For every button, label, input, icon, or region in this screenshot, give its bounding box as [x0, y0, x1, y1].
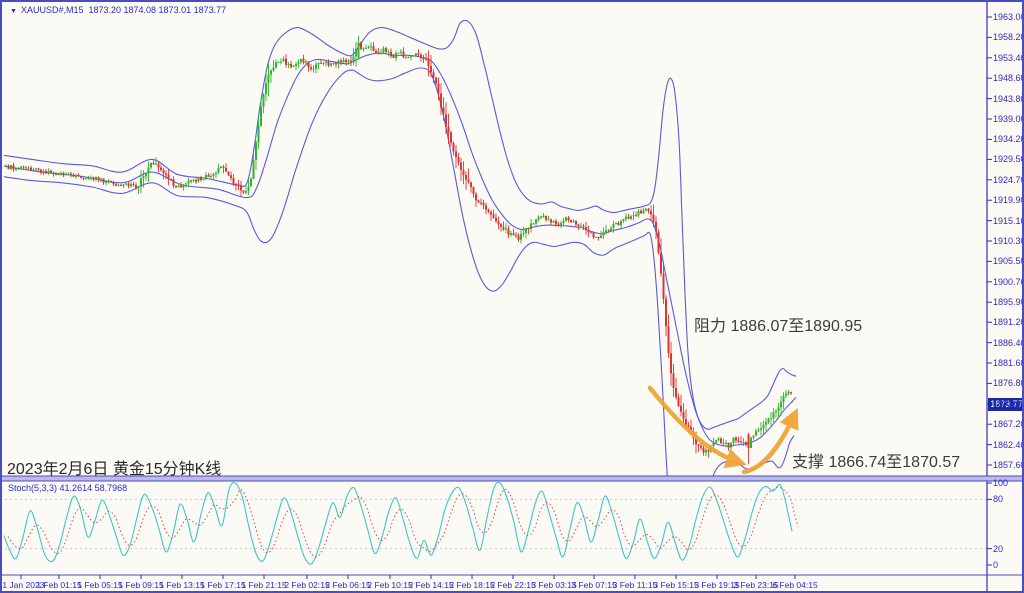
chart-title: ▼ XAUUSD#,M15 1873.20 1874.08 1873.01 187…	[10, 5, 226, 15]
price-axis-label: 1876.80	[993, 378, 1024, 389]
candles-group	[5, 35, 792, 465]
price-axis-label: 1929.50	[993, 154, 1024, 165]
price-axis-label: 1910.30	[993, 236, 1024, 246]
price-axis-label: 1900.70	[993, 276, 1024, 287]
time-axis-label: 1 Feb 13:15	[159, 580, 205, 590]
stoch-values: 41.2614 58.7968	[59, 483, 128, 493]
stoch-scale-label: 100	[993, 478, 1009, 488]
time-axis-label: 1 Feb 09:15	[118, 580, 164, 590]
price-axis-label: 1895.90	[993, 297, 1024, 308]
time-axis-label: 1 Feb 17:15	[200, 580, 246, 590]
time-axis-label: 31 Jan 2023	[0, 580, 45, 590]
trend-arrow-down[interactable]	[647, 385, 747, 469]
stoch-scale-label: 0	[993, 560, 999, 570]
annotation-support[interactable]: 支撑 1866.74至1870.57	[792, 454, 961, 471]
price-axis-label: 1919.90	[993, 195, 1024, 206]
price-axis-label: 1948.60	[993, 73, 1024, 84]
time-axis-label: 1 Feb 05:15	[77, 580, 123, 590]
price-axis-label: 1862.40	[993, 439, 1024, 450]
price-axis-label: 1963.00	[993, 12, 1024, 22]
price-axis-label: 1939.00	[993, 114, 1024, 124]
time-axis-label: 3 Feb 03:15	[531, 580, 577, 590]
bollinger-upper-band	[4, 19, 797, 430]
price-axis-label: 1905.50	[993, 256, 1024, 267]
price-axis-label: 1915.10	[993, 215, 1024, 226]
price-axis-label: 1881.60	[993, 358, 1024, 368]
time-axis-label: 2 Feb 22:15	[490, 580, 536, 590]
time-axis-label: 1 Feb 01:15	[36, 580, 82, 590]
time-axis-label: 6 Feb 04:15	[772, 580, 818, 590]
stoch-name: Stoch(5,3,3)	[8, 483, 58, 493]
ohlc-values: 1873.20 1874.08 1873.01 1873.77	[88, 5, 227, 15]
time-axis-label: 2 Feb 10:15	[367, 580, 413, 590]
main-chart-group[interactable]	[2, 19, 799, 593]
price-axis-label: 1953.40	[993, 52, 1024, 63]
price-axis-label: 1943.80	[993, 93, 1024, 104]
time-axis-label: 2 Feb 18:15	[449, 580, 495, 590]
current-price-badge: 1873.77	[988, 398, 1022, 411]
price-axis-label: 1857.60	[993, 460, 1024, 470]
price-axis-label: 1924.70	[993, 174, 1024, 185]
trend-arrow-up[interactable]	[741, 407, 799, 475]
collapse-arrow-icon[interactable]: ▼	[10, 8, 17, 15]
annotation-date-caption[interactable]: 2023年2月6日 黄金15分钟K线	[7, 461, 222, 478]
time-axis-label: 3 Feb 15:15	[653, 580, 699, 590]
price-axis-label: 1934.20	[993, 134, 1024, 145]
stoch-scale-label: 20	[993, 543, 1004, 554]
stoch-indicator-label: Stoch(5,3,3) 41.2614 58.7968	[8, 483, 127, 493]
price-axis-label: 1891.20	[993, 317, 1024, 328]
time-axis-label: 2 Feb 06:15	[325, 580, 371, 590]
time-axis-label: 1 Feb 21:15	[241, 580, 287, 590]
symbol-period-label: XAUUSD#,M15	[20, 5, 84, 15]
stoch-scale-label: 80	[993, 494, 1004, 505]
price-axis-label: 1958.20	[993, 32, 1024, 43]
stoch-group[interactable]	[2, 482, 799, 565]
price-axis-label: 1886.40	[993, 337, 1024, 348]
time-axis-label: 3 Feb 19:15	[694, 580, 740, 590]
time-axis-label: 3 Feb 23:15	[733, 580, 779, 590]
price-axis-label: 1867.20	[993, 419, 1024, 430]
annotation-resistance[interactable]: 阻力 1886.07至1890.95	[694, 318, 863, 335]
time-axis-label: 2 Feb 02:15	[284, 580, 330, 590]
stoch-main-line	[4, 482, 793, 565]
time-axis-label: 2 Feb 14:15	[408, 580, 454, 590]
time-axis-label: 3 Feb 11:15	[612, 580, 658, 590]
panel-divider[interactable]	[2, 476, 1024, 481]
price-axis-label: 1872.00	[993, 398, 1024, 409]
time-axis-label: 3 Feb 07:15	[571, 580, 617, 590]
stoch-signal-line	[7, 486, 799, 558]
bollinger-lower-band	[4, 67, 795, 476]
